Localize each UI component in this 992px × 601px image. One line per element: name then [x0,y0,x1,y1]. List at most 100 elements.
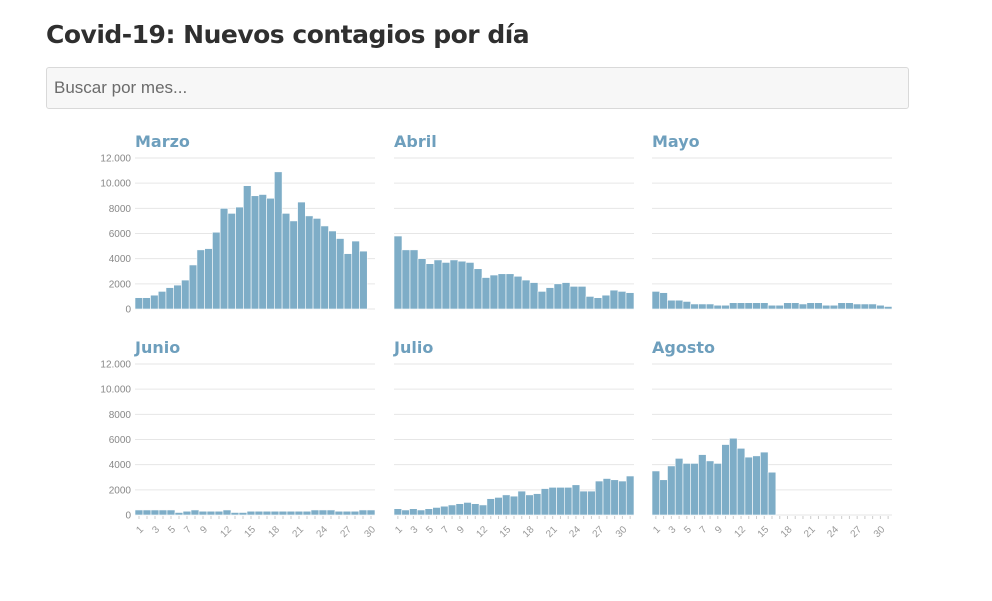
bar [274,171,283,310]
bar [326,509,336,516]
bar [698,454,707,516]
bar [744,456,753,516]
bar [729,437,738,516]
bar [497,273,507,310]
bar [674,458,684,516]
bar [682,301,692,310]
bar [602,478,612,516]
x-tick-label: 24 [567,524,583,540]
bar [181,279,190,310]
bar [775,304,784,310]
bar [806,302,815,310]
bar [302,510,312,516]
bar [471,503,480,516]
bar [721,304,730,310]
bar [736,302,746,310]
x-tick-label: 5 [424,524,436,536]
bar [270,510,280,516]
bar [440,505,449,516]
bar [142,509,152,516]
month-title-junio: Junio [134,338,180,357]
bar [393,235,403,310]
bar [457,260,467,310]
bar [433,259,443,310]
bar [814,302,823,310]
bar [334,510,344,516]
bar [286,510,296,516]
bar [447,504,457,516]
bar [335,238,345,310]
bar [705,303,715,310]
bar [767,471,777,516]
bar [876,304,885,310]
bar [571,484,581,516]
bar [312,218,322,310]
bar [134,509,144,516]
bar [481,277,491,310]
bar [157,291,167,310]
month-title-agosto: Agosto [652,338,715,357]
bar [625,292,635,310]
bar [250,195,260,310]
bar [667,299,676,310]
bar [425,263,435,310]
bar [736,448,746,516]
bar [617,291,627,310]
bar [158,509,168,516]
x-tick-label: 21 [802,524,818,540]
x-tick-label: 5 [682,524,694,536]
y-tick-label: 6000 [109,229,132,240]
x-tick-label: 7 [440,524,452,536]
bar [618,480,627,516]
y-tick-label: 12.000 [100,360,131,371]
x-tick-label: 15 [756,524,772,540]
bar [783,302,792,310]
x-tick-label: 1 [134,524,146,536]
y-tick-label: 0 [125,305,131,316]
y-tick-label: 2000 [109,279,132,290]
search-input[interactable] [46,67,909,109]
bar [829,304,839,310]
bar [198,510,208,516]
bar [320,225,329,310]
bar [625,475,635,516]
bar [594,480,604,516]
bar [318,509,328,516]
bar [278,510,288,516]
bar [449,259,459,310]
bar [219,208,229,310]
bar [182,510,192,516]
bar [569,286,579,310]
bar [174,512,184,516]
bar [222,509,232,516]
bar [760,302,769,310]
bar [409,508,418,516]
page-title: Covid-19: Nuevos contagios por día [46,20,530,49]
x-tick-label: 18 [521,524,537,540]
bar [465,262,475,310]
bar [837,302,846,310]
x-tick-label: 7 [182,524,194,536]
bar [822,304,831,310]
bar [674,299,684,310]
bar [537,291,547,310]
bar [767,304,777,310]
bar [343,253,353,310]
bar [227,213,236,310]
bar [713,463,722,516]
bar [243,185,252,310]
bar [486,498,495,516]
bar [165,287,175,310]
bar [553,283,563,310]
y-tick-label: 0 [125,511,131,522]
y-tick-label: 12.000 [100,154,131,165]
x-tick-label: 7 [698,524,710,536]
x-tick-label: 15 [242,524,258,540]
bar [238,512,248,516]
bar [752,302,761,310]
bar [258,194,267,310]
bar [134,297,144,310]
x-tick-label: 9 [455,524,467,536]
bar [525,494,534,516]
